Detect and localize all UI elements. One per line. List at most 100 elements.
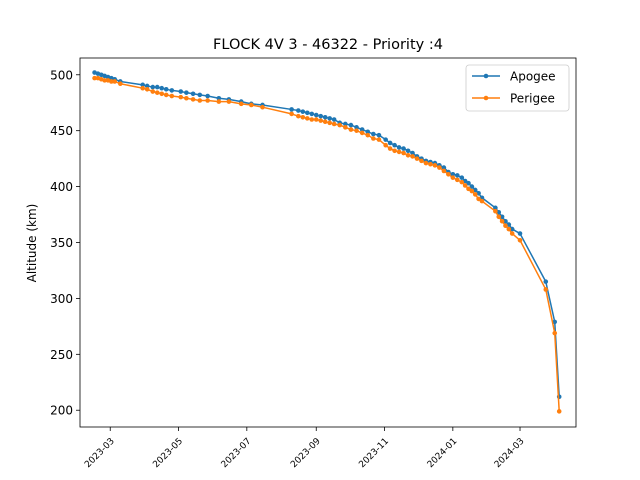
data-point-perigee — [472, 192, 478, 197]
data-point-perigee — [112, 79, 118, 84]
data-point-apogee — [396, 145, 402, 150]
data-point-perigee — [428, 161, 433, 167]
data-point-perigee — [318, 118, 324, 123]
data-point-apogee — [169, 88, 175, 93]
data-point-apogee — [322, 114, 328, 120]
data-point-perigee — [163, 92, 169, 98]
data-point-apogee — [205, 93, 210, 99]
data-point-perigee — [450, 175, 456, 180]
data-point-perigee — [423, 160, 429, 166]
data-point-apogee — [401, 146, 406, 151]
y-tick-label: 300 — [50, 292, 73, 306]
data-point-apogee — [455, 173, 460, 178]
data-point-apogee — [450, 171, 456, 177]
data-point-apogee — [289, 107, 294, 112]
data-point-perigee — [496, 214, 502, 220]
data-point-perigee — [517, 237, 523, 243]
data-point-apogee — [331, 117, 337, 122]
data-point-perigee — [432, 163, 438, 168]
data-point-apogee — [383, 137, 388, 142]
data-point-perigee — [118, 81, 123, 87]
data-point-perigee — [455, 177, 460, 183]
data-point-apogee — [178, 89, 184, 94]
data-point-apogee — [552, 319, 558, 325]
data-point-perigee — [462, 183, 468, 188]
data-point-apogee — [197, 92, 203, 98]
data-point-apogee — [159, 85, 165, 91]
data-point-perigee — [304, 116, 310, 121]
data-point-perigee — [296, 113, 301, 119]
data-point-apogee — [392, 142, 397, 148]
data-point-apogee — [343, 121, 348, 127]
data-point-apogee — [466, 180, 471, 186]
data-point-perigee — [190, 97, 196, 102]
legend-label-perigee: Perigee — [510, 92, 555, 106]
data-point-perigee — [289, 111, 294, 117]
data-point-perigee — [322, 119, 328, 125]
data-point-apogee — [144, 83, 150, 89]
data-point-perigee — [543, 287, 549, 292]
data-point-apogee — [150, 84, 156, 90]
y-axis-label: Altitude (km) — [25, 204, 39, 283]
y-tick-label: 200 — [50, 404, 73, 418]
data-point-apogee — [327, 116, 332, 121]
data-point-perigee — [102, 78, 107, 83]
data-point-perigee — [419, 158, 424, 164]
data-point-apogee — [190, 91, 196, 97]
data-point-apogee — [359, 127, 365, 132]
legend-label-apogee: Apogee — [510, 70, 556, 84]
data-point-perigee — [509, 231, 515, 236]
data-point-apogee — [387, 140, 393, 146]
data-point-perigee — [260, 104, 265, 110]
data-point-perigee — [414, 156, 420, 161]
data-point-apogee — [354, 125, 359, 130]
y-tick-label: 450 — [50, 124, 73, 138]
data-point-perigee — [469, 188, 475, 194]
data-point-perigee — [387, 146, 393, 151]
data-point-perigee — [552, 330, 558, 336]
data-point-perigee — [109, 79, 114, 84]
data-point-perigee — [226, 99, 232, 104]
data-point-perigee — [365, 132, 371, 138]
data-point-perigee — [144, 87, 150, 92]
data-point-perigee — [493, 208, 498, 214]
data-point-perigee — [238, 101, 244, 107]
chart-title: FLOCK 4V 3 - 46322 - Priority :4 — [213, 37, 443, 53]
data-point-apogee — [405, 148, 411, 154]
data-point-perigee — [499, 218, 505, 224]
data-point-perigee — [327, 120, 332, 126]
data-point-perigee — [337, 122, 343, 128]
axes-frame — [79, 57, 577, 428]
data-point-perigee — [178, 94, 184, 100]
data-point-apogee — [441, 165, 447, 170]
data-point-perigee — [205, 98, 210, 103]
data-point-perigee — [459, 179, 465, 185]
data-point-perigee — [159, 91, 165, 97]
data-point-apogee — [543, 279, 549, 284]
data-point-apogee — [517, 231, 523, 236]
data-point-perigee — [216, 99, 222, 104]
data-point-perigee — [154, 90, 160, 95]
data-point-perigee — [197, 98, 203, 103]
data-point-perigee — [392, 148, 397, 154]
data-point-perigee — [410, 154, 415, 159]
data-point-perigee — [309, 117, 315, 122]
data-point-apogee — [371, 131, 376, 137]
data-point-apogee — [309, 111, 315, 117]
data-point-perigee — [150, 89, 156, 94]
data-point-apogee — [376, 132, 382, 138]
data-point-perigee — [401, 150, 406, 156]
data-point-perigee — [506, 226, 512, 232]
data-point-perigee — [343, 125, 348, 130]
data-point-perigee — [405, 152, 411, 158]
legend-marker-apogee — [483, 73, 489, 79]
data-point-perigee — [249, 102, 254, 108]
data-point-perigee — [479, 198, 485, 204]
data-point-perigee — [396, 149, 402, 155]
data-point-perigee — [354, 128, 359, 133]
data-point-apogee — [154, 84, 160, 90]
data-point-perigee — [371, 136, 376, 141]
data-point-perigee — [441, 168, 447, 174]
data-point-perigee — [313, 117, 319, 122]
